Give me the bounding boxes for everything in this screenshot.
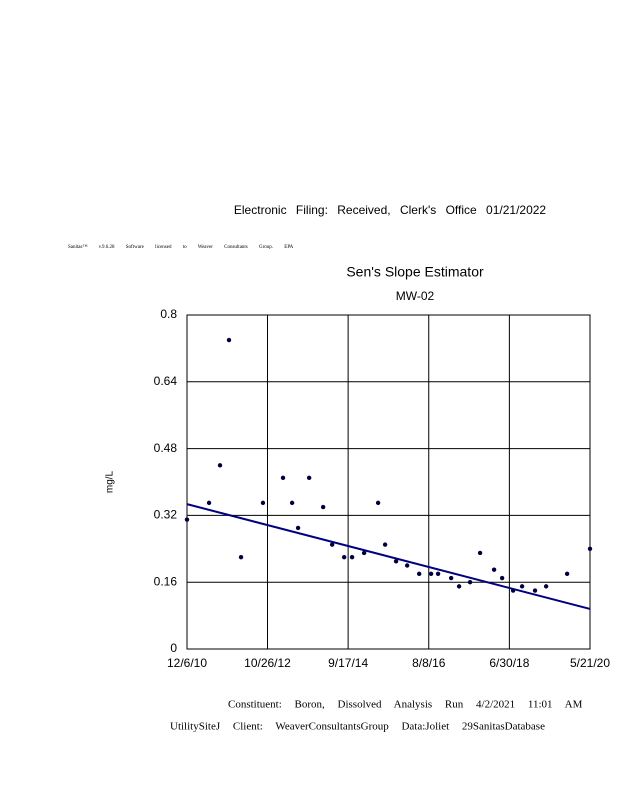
data-point <box>393 559 399 564</box>
data-point <box>341 554 347 560</box>
y-tick-label: 0.32 <box>154 508 178 522</box>
data-point <box>295 525 301 531</box>
data-point <box>382 542 388 547</box>
data-point <box>238 554 244 560</box>
data-point <box>416 571 422 577</box>
data-point <box>532 588 538 593</box>
y-axis-label: mg/L <box>105 470 116 493</box>
data-point <box>361 550 367 556</box>
data-point <box>499 575 505 581</box>
data-point <box>477 550 483 556</box>
data-point <box>519 584 525 589</box>
trend-line <box>186 503 591 610</box>
software-note: Sanitas™ v.9.6.28 Software licensed to W… <box>68 244 294 250</box>
y-tick-label: 0.16 <box>154 574 178 588</box>
data-point <box>428 571 434 577</box>
y-tick-label: 0 <box>170 641 177 655</box>
y-tick-label: 0.48 <box>154 441 178 455</box>
x-tick-label: 9/17/14 <box>328 656 368 670</box>
y-tick-label: 0.8 <box>160 307 177 321</box>
filing-header: Electronic Filing: Received, Clerk's Off… <box>234 203 547 217</box>
data-point <box>375 500 381 506</box>
x-tick-label: 12/6/10 <box>167 656 207 670</box>
data-point <box>206 500 212 506</box>
chart-subtitle: MW-02 <box>396 289 435 303</box>
footer-line: UtilitySiteJ Client: WeaverConsultantsGr… <box>170 721 545 733</box>
data-point <box>349 554 355 560</box>
data-point <box>456 584 462 589</box>
chart-title: Sen's Slope Estimator <box>346 264 484 280</box>
data-point <box>404 563 410 568</box>
data-point <box>467 580 473 585</box>
x-tick-label: 10/26/12 <box>244 656 291 670</box>
data-point <box>510 588 516 593</box>
y-tick-label: 0.64 <box>154 374 178 388</box>
data-point <box>226 337 232 343</box>
data-point <box>491 567 497 572</box>
data-point <box>280 475 286 481</box>
data-point <box>448 575 454 581</box>
data-point <box>543 584 549 589</box>
data-point <box>329 542 335 547</box>
x-tick-label: 5/21/20 <box>570 656 610 670</box>
x-tick-label: 8/8/16 <box>412 656 446 670</box>
data-point <box>587 546 593 551</box>
data-point <box>320 504 326 510</box>
data-point <box>184 517 190 522</box>
data-point <box>217 463 223 468</box>
data-point <box>260 500 266 506</box>
footer-line: Constituent: Boron, Dissolved Analysis R… <box>228 699 583 711</box>
data-point <box>435 571 441 577</box>
data-point <box>306 475 312 481</box>
x-tick-label: 6/30/18 <box>489 656 529 670</box>
data-point <box>289 500 295 506</box>
data-point <box>564 571 570 577</box>
plot-area <box>186 314 591 650</box>
